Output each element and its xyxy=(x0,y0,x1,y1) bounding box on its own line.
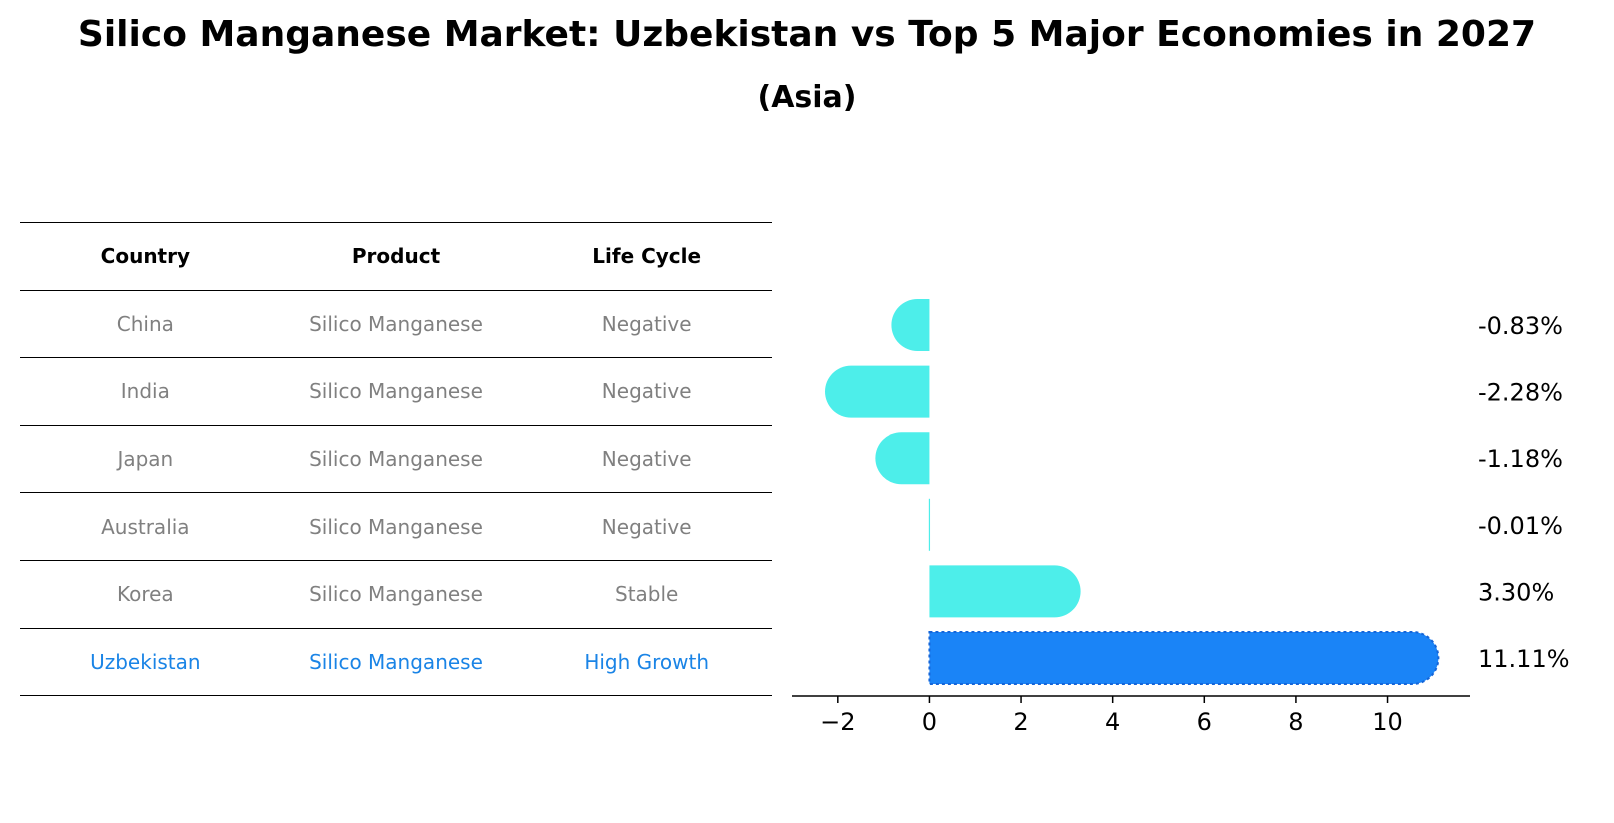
table-row: Japan Silico Manganese Negative xyxy=(20,424,772,493)
value-label: -0.01% xyxy=(1478,512,1563,540)
table-row: Korea Silico Manganese Stable xyxy=(20,559,772,628)
x-tick-label: 8 xyxy=(1288,708,1303,736)
cell-country: China xyxy=(116,311,174,336)
data-table: Country Product Life Cycle China Silico … xyxy=(20,222,772,697)
cell-life-cycle: Negative xyxy=(601,447,692,472)
cell-life-cycle: Negative xyxy=(601,514,692,539)
bar-china xyxy=(891,299,930,351)
cell-life-cycle: Stable xyxy=(615,582,679,607)
cell-country: Australia xyxy=(101,514,190,539)
cell-product: Silico Manganese xyxy=(309,447,483,472)
bar-india xyxy=(825,365,930,418)
value-label: 11.11% xyxy=(1478,645,1570,673)
x-tick-label: −2 xyxy=(820,708,855,736)
cell-product: Silico Manganese xyxy=(309,514,483,539)
chart-title: Silico Manganese Market: Uzbekistan vs T… xyxy=(77,14,1537,55)
bar-australia xyxy=(928,498,931,551)
value-label: -1.18% xyxy=(1478,445,1563,473)
cell-product: Silico Manganese xyxy=(309,649,483,674)
x-tick-label: 10 xyxy=(1372,708,1403,736)
cell-life-cycle: High Growth xyxy=(584,649,710,674)
x-tick-label: 4 xyxy=(1105,708,1120,736)
cell-country: Korea xyxy=(116,582,174,607)
x-tick-label: 2 xyxy=(1013,708,1028,736)
header-country: Country xyxy=(100,244,191,269)
cell-product: Silico Manganese xyxy=(309,311,483,336)
bar-japan xyxy=(875,432,930,485)
value-label: 3.30% xyxy=(1478,578,1554,606)
cell-country: Japan xyxy=(117,447,174,472)
x-tick-label: 0 xyxy=(922,708,937,736)
chart-subtitle: (Asia) xyxy=(757,80,857,115)
header-product: Product xyxy=(351,244,441,269)
header-life-cycle: Life Cycle xyxy=(592,244,702,269)
table-row: India Silico Manganese Negative xyxy=(20,357,772,425)
value-label: -0.83% xyxy=(1478,312,1563,340)
cell-country: Uzbekistan xyxy=(90,649,201,674)
cell-country: India xyxy=(120,379,170,404)
x-tick-label: 6 xyxy=(1197,708,1212,736)
bar-korea xyxy=(929,565,1081,618)
cell-product: Silico Manganese xyxy=(309,582,483,607)
bar-uzbekistan xyxy=(928,631,1440,685)
table-row: China Silico Manganese Negative xyxy=(20,289,772,358)
table-header-row: Country Product Life Cycle xyxy=(20,222,772,290)
table-row-highlight: Uzbekistan Silico Manganese High Growth xyxy=(20,627,772,697)
table-row: Australia Silico Manganese Negative xyxy=(20,492,772,560)
cell-life-cycle: Negative xyxy=(601,311,692,336)
cell-life-cycle: Negative xyxy=(601,379,692,404)
cell-product: Silico Manganese xyxy=(309,379,483,404)
value-label: -2.28% xyxy=(1478,379,1563,407)
